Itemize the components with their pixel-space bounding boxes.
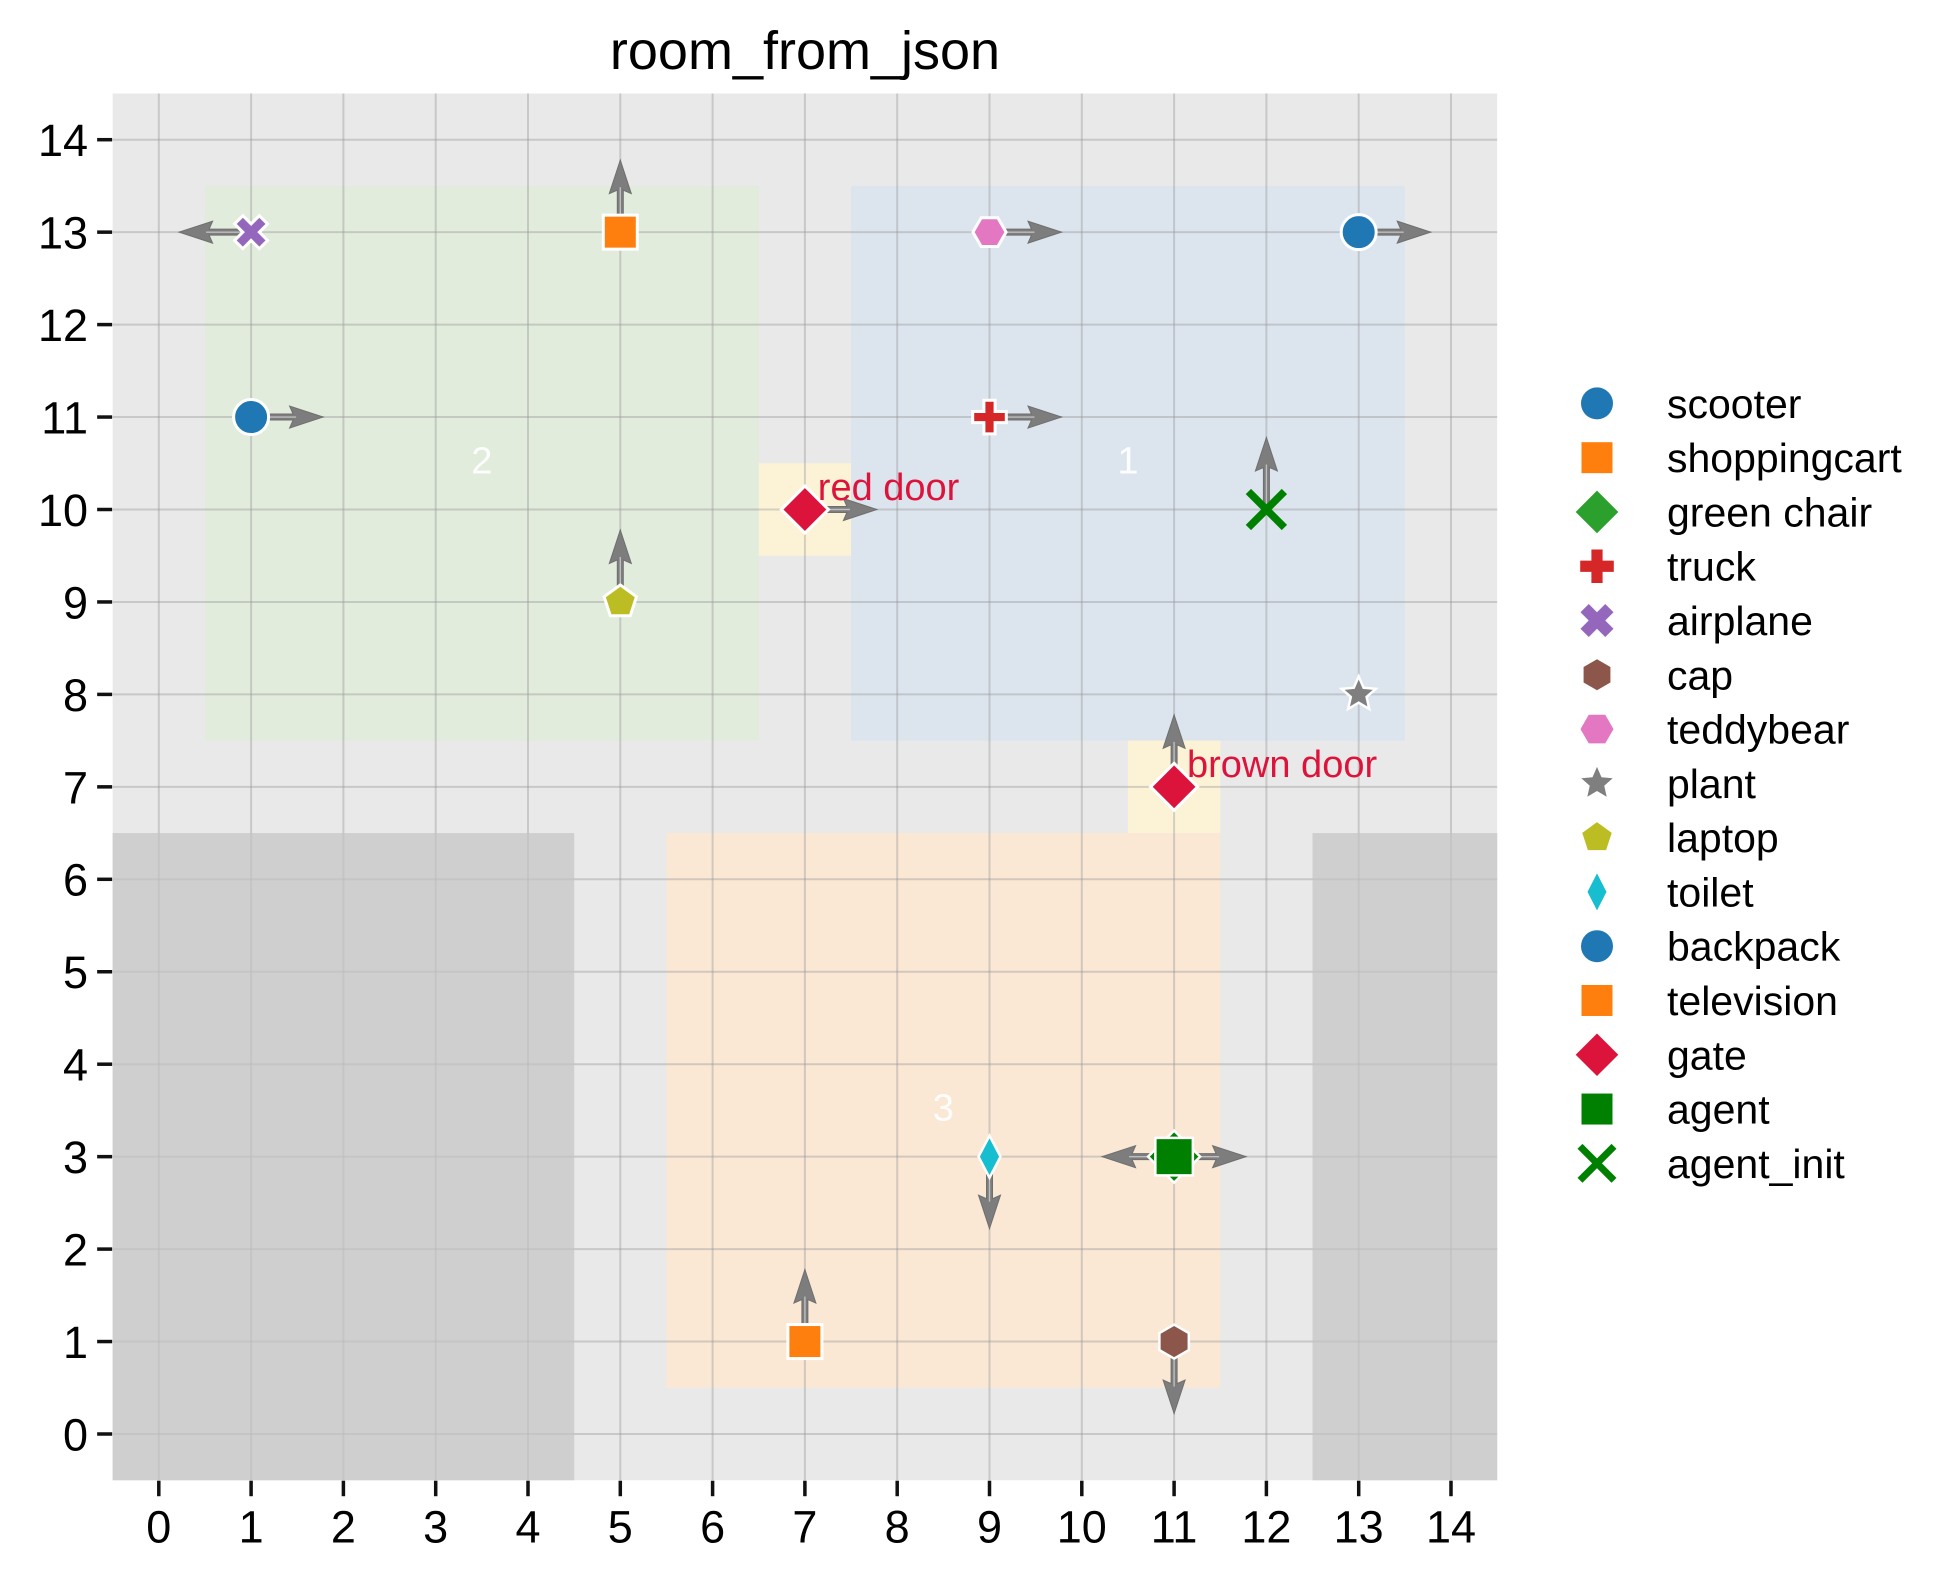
svg-text:14: 14 xyxy=(38,115,88,166)
svg-text:3: 3 xyxy=(63,1132,88,1183)
svg-text:1: 1 xyxy=(1117,440,1138,482)
svg-text:1: 1 xyxy=(239,1501,264,1552)
svg-text:gate: gate xyxy=(1667,1032,1747,1078)
svg-text:9: 9 xyxy=(63,577,88,628)
svg-text:7: 7 xyxy=(792,1501,817,1552)
svg-text:room_from_json: room_from_json xyxy=(610,21,1000,81)
svg-text:red door: red door xyxy=(818,467,960,509)
svg-text:agent: agent xyxy=(1667,1087,1770,1133)
svg-text:brown door: brown door xyxy=(1187,744,1377,786)
svg-text:shoppingcart: shoppingcart xyxy=(1667,435,1902,481)
svg-text:6: 6 xyxy=(63,855,88,906)
svg-text:13: 13 xyxy=(38,208,88,259)
svg-text:cap: cap xyxy=(1667,652,1733,698)
svg-text:scooter: scooter xyxy=(1667,381,1801,427)
svg-text:8: 8 xyxy=(885,1501,910,1552)
svg-text:12: 12 xyxy=(38,300,88,351)
svg-text:11: 11 xyxy=(41,392,88,443)
svg-text:10: 10 xyxy=(1057,1501,1107,1552)
svg-text:truck: truck xyxy=(1667,544,1756,590)
svg-text:2: 2 xyxy=(471,440,492,482)
svg-text:agent_init: agent_init xyxy=(1667,1141,1845,1187)
svg-text:television: television xyxy=(1667,978,1838,1024)
svg-text:11: 11 xyxy=(1151,1501,1198,1552)
svg-text:green chair: green chair xyxy=(1667,489,1872,535)
svg-text:7: 7 xyxy=(63,762,88,813)
svg-text:5: 5 xyxy=(608,1501,633,1552)
svg-text:8: 8 xyxy=(63,670,88,721)
svg-text:10: 10 xyxy=(38,485,88,536)
svg-text:plant: plant xyxy=(1667,761,1757,807)
svg-text:6: 6 xyxy=(700,1501,725,1552)
svg-text:4: 4 xyxy=(63,1040,88,1091)
svg-text:2: 2 xyxy=(331,1501,356,1552)
svg-text:2: 2 xyxy=(63,1225,88,1276)
svg-text:laptop: laptop xyxy=(1667,815,1779,861)
svg-text:9: 9 xyxy=(977,1501,1002,1552)
svg-text:0: 0 xyxy=(63,1409,88,1460)
svg-text:toilet: toilet xyxy=(1667,869,1754,915)
svg-text:1: 1 xyxy=(63,1317,88,1368)
svg-text:5: 5 xyxy=(63,947,88,998)
svg-text:0: 0 xyxy=(146,1501,171,1552)
svg-text:4: 4 xyxy=(515,1501,540,1552)
svg-text:airplane: airplane xyxy=(1667,598,1813,644)
svg-text:teddybear: teddybear xyxy=(1667,707,1849,753)
svg-text:backpack: backpack xyxy=(1667,924,1841,970)
svg-text:12: 12 xyxy=(1241,1501,1291,1552)
svg-text:13: 13 xyxy=(1334,1501,1384,1552)
svg-text:14: 14 xyxy=(1426,1501,1476,1552)
svg-text:3: 3 xyxy=(933,1087,954,1129)
svg-text:3: 3 xyxy=(423,1501,448,1552)
